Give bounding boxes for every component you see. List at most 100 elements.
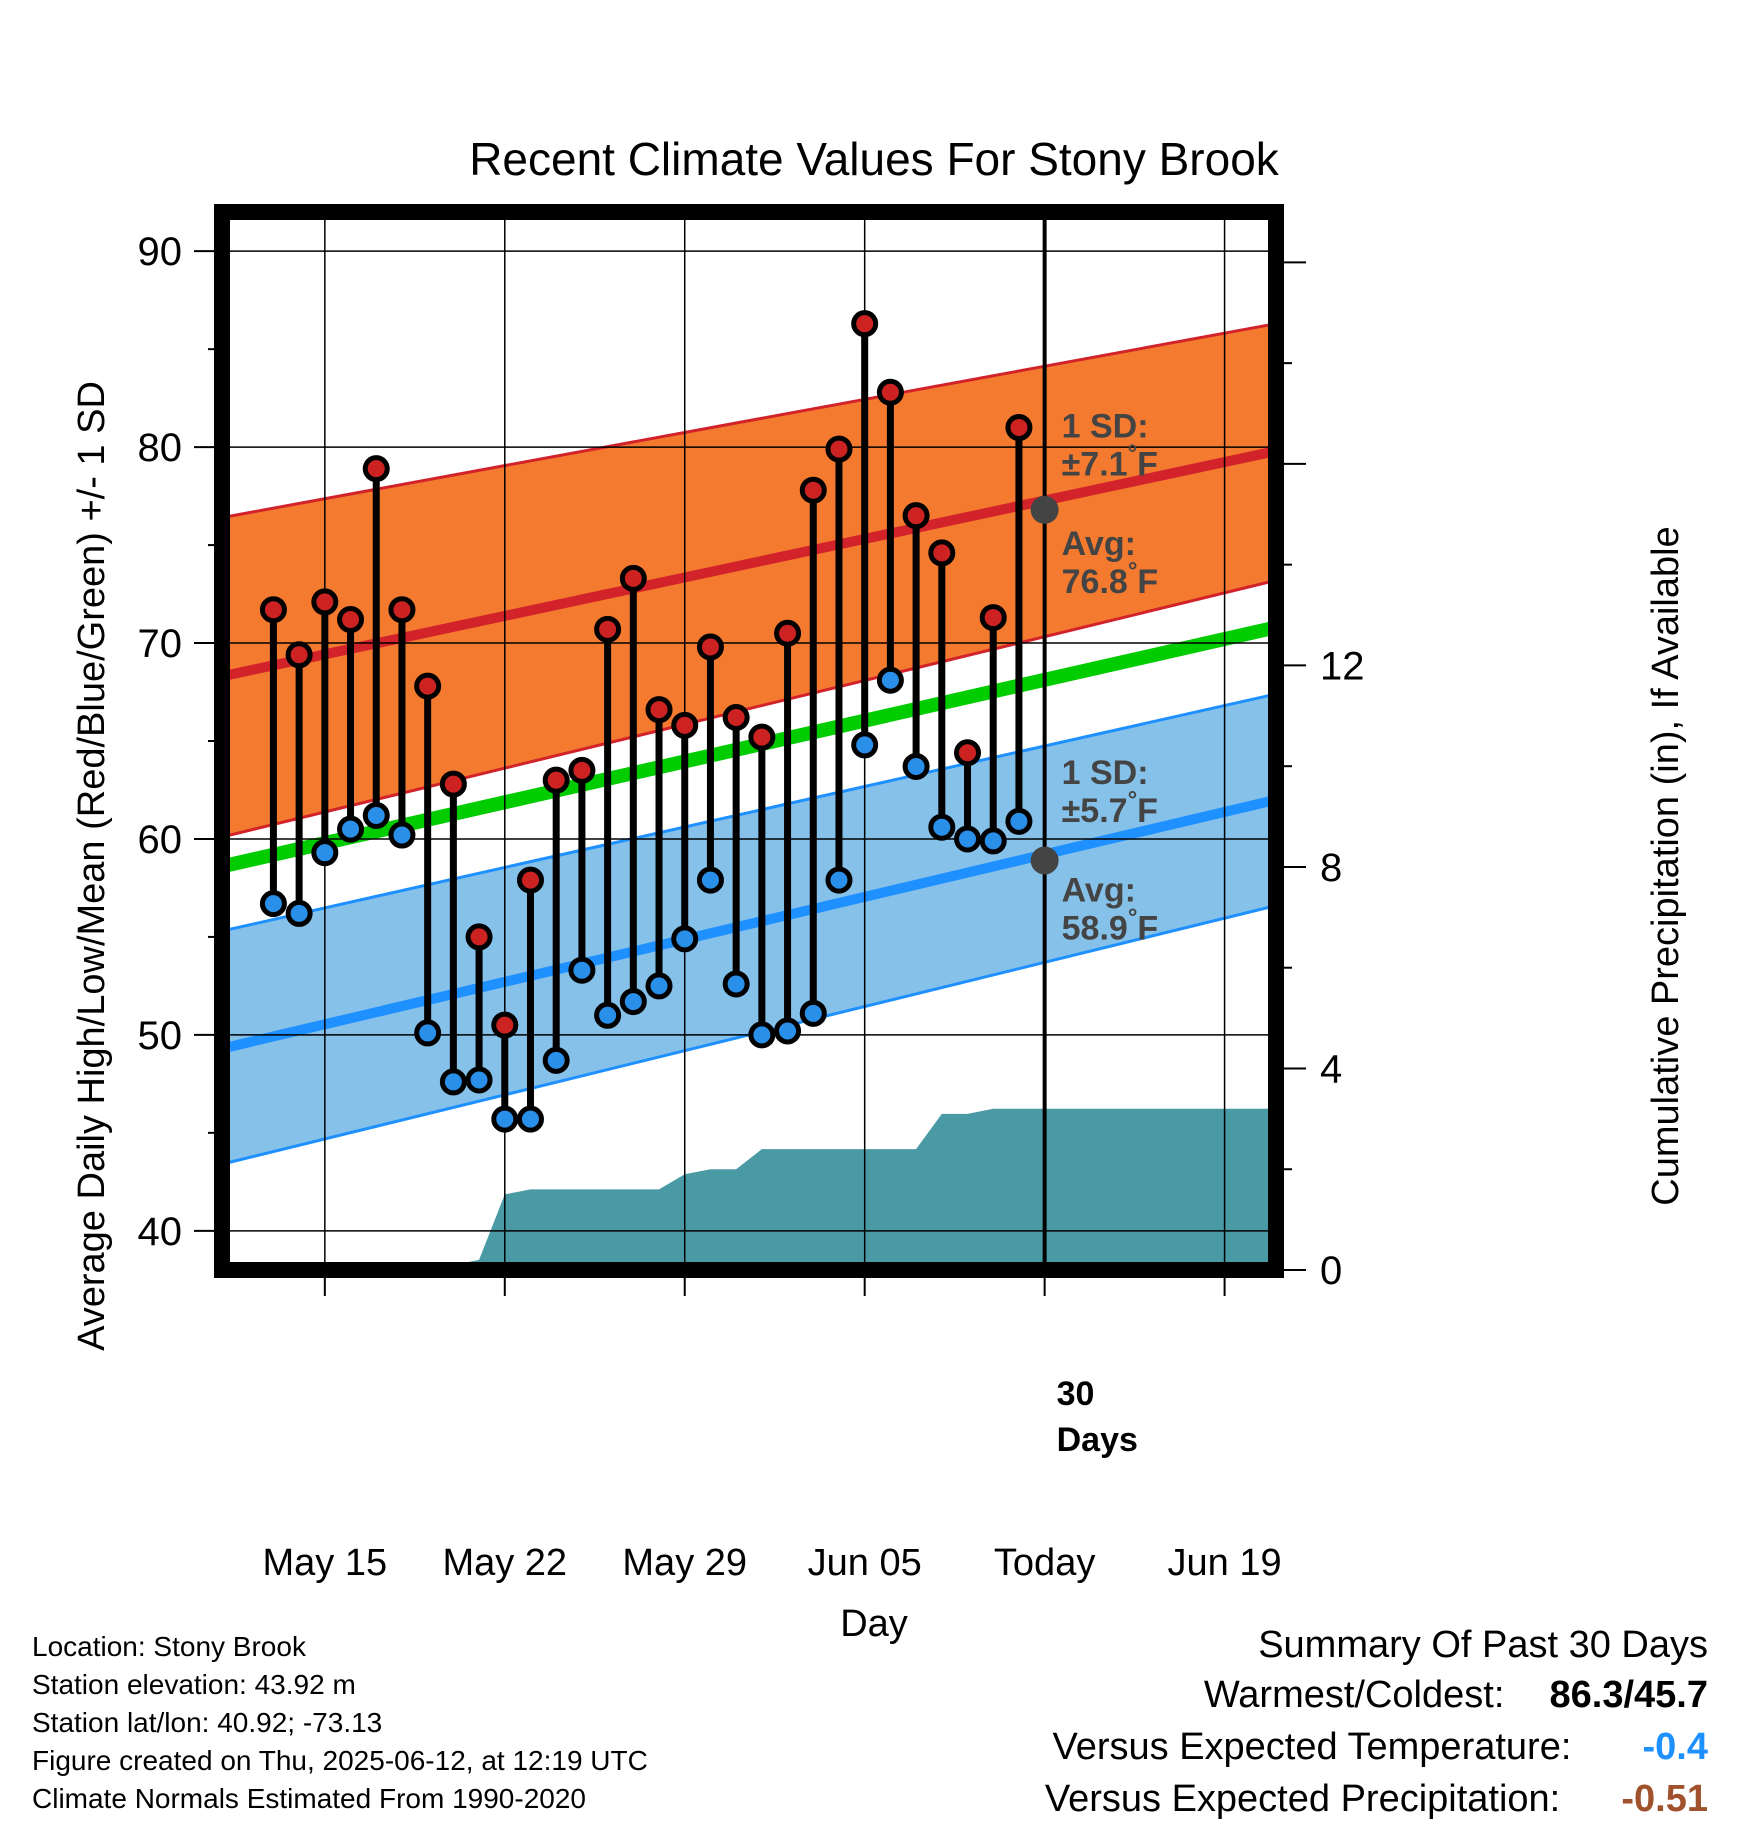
annotation-line: Avg: [1062,872,1136,910]
x-tick-label: Jun 05 [808,1542,922,1584]
obs-low-point [1005,807,1033,835]
obs-high-point [722,703,750,731]
obs-high-point [414,672,442,700]
today-window-line: 30 [1057,1375,1095,1413]
obs-high-point [928,539,956,567]
summary-row-warm-cold: Warmest/Coldest: 86.3/45.7 [1045,1674,1708,1726]
degree-symbol: ° [1128,558,1138,585]
summary-row-precip: Versus Expected Precipitation: -0.51 [1045,1778,1708,1830]
obs-low-point [311,839,339,867]
y-tick-label: 80 [138,426,183,470]
elevation-text: Station elevation: 43.92 m [32,1669,356,1700]
obs-low-point [696,866,724,894]
annotation-low-sd: 1 SD: ±5.7°F [1062,754,1158,830]
obs-low-point [259,890,287,918]
annotation-line: 58.9 [1062,910,1128,948]
chart-title: Recent Climate Values For Stony Brook [469,133,1280,185]
high-mean-line [222,446,1276,682]
obs-high-point [491,1011,519,1039]
obs-low-point [337,815,365,843]
obs-low-point [542,1046,570,1074]
obs-high-point [465,923,493,951]
y2-tick-label: 8 [1320,846,1342,890]
obs-high-point [362,455,390,483]
obs-low-point [825,866,853,894]
location-text: Location: Stony Brook [32,1631,306,1662]
degree-symbol: ° [1128,787,1138,814]
precip-value: -0.51 [1621,1778,1708,1820]
annotation-unit: F [1137,445,1158,483]
high-sd-band-lower [222,578,1276,839]
obs-low-point [799,999,827,1027]
obs-high-point [285,641,313,669]
annotation-line: ±5.7 [1062,792,1128,830]
obs-high-point [825,435,853,463]
y2-axis-title: Cumulative Precipitation (in), If Availa… [1645,526,1687,1205]
station-info: Location: Stony Brook Station elevation:… [32,1628,648,1818]
obs-low-point [619,988,647,1016]
x-tick-label: May 22 [442,1542,567,1584]
obs-low-point [491,1105,519,1133]
obs-low-point [594,1001,622,1029]
y2-tick-label: 0 [1320,1249,1342,1293]
x-axis-title: Day [840,1603,908,1645]
plot-frame [214,204,1284,1278]
obs-low-point [722,970,750,998]
precip-area [222,1108,1276,1270]
normals-text: Climate Normals Estimated From 1990-2020 [32,1783,586,1814]
obs-low-point [414,1019,442,1047]
x-tick-label: May 29 [622,1542,747,1584]
annotation-line: ±7.1 [1062,445,1128,483]
obs-high-point [259,596,287,624]
annotation-unit: F [1137,563,1158,601]
obs-high-point [311,588,339,616]
y-axis-title: Average Daily High/Low/Mean (Red/Blue/Gr… [71,381,113,1351]
obs-low-point [439,1068,467,1096]
degree-symbol: ° [1128,440,1138,467]
y2-tick-label: 4 [1320,1047,1342,1091]
obs-high-point [645,696,673,724]
annotation-line: Avg: [1062,525,1136,563]
obs-low-point [851,731,879,759]
y-tick-label: 70 [138,622,183,666]
temp-label: Versus Expected Temperature: [1052,1726,1572,1768]
warm-cold-label: Warmest/Coldest: [1203,1674,1505,1716]
x-tick-label: Jun 19 [1168,1542,1282,1584]
latlon-text: Station lat/lon: 40.92; -73.13 [32,1707,383,1738]
obs-high-point [799,476,827,504]
obs-high-point [516,866,544,894]
obs-high-point [954,739,982,767]
obs-high-point [696,633,724,661]
obs-low-point [388,821,416,849]
today-avg-low-marker [1030,846,1059,875]
y-tick-label: 50 [138,1014,183,1058]
low-sd-band-upper [222,692,1276,933]
obs-high-point [671,711,699,739]
warm-cold-value: 86.3/45.7 [1549,1674,1708,1716]
y-tick-label: 60 [138,818,183,862]
obs-low-point [979,827,1007,855]
precip-label: Versus Expected Precipitation: [1044,1778,1561,1820]
obs-high-point [594,615,622,643]
x-tick-label: Today [994,1542,1095,1584]
obs-low-point [774,1017,802,1045]
obs-high-point [542,766,570,794]
obs-high-point [619,564,647,592]
obs-low-point [465,1066,493,1094]
annotation-unit: F [1137,910,1158,948]
high-sd-band [222,323,1276,838]
obs-high-point [568,756,596,784]
annotation-line: 1 SD: [1062,754,1149,792]
obs-low-point [928,813,956,841]
y-tick-label: 90 [138,230,183,274]
obs-low-point [902,752,930,780]
low-mean-line [222,794,1276,1054]
obs-high-point [979,604,1007,632]
obs-low-point [362,801,390,829]
summary-row-temp: Versus Expected Temperature: -0.4 [1045,1726,1708,1778]
obs-low-point [671,925,699,953]
degree-symbol: ° [1128,905,1138,932]
today-window-line: Days [1057,1421,1138,1459]
